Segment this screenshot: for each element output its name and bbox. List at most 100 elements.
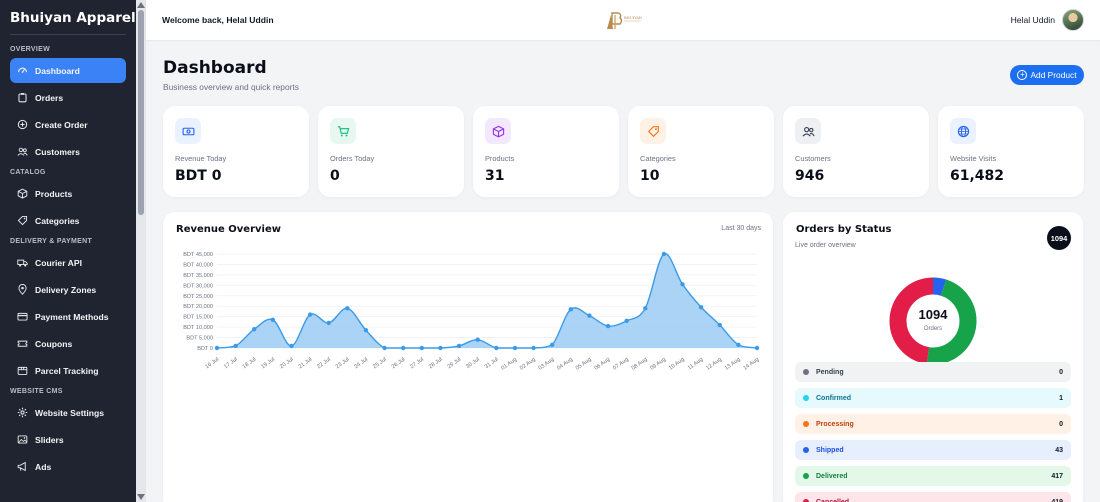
sidebar-item-products[interactable]: Products [10, 181, 126, 206]
revenue-point[interactable] [549, 342, 555, 348]
revenue-overview-panel: Revenue Overview Last 30 days BDT 0 BDT 5… [163, 212, 773, 502]
revenue-point[interactable] [363, 328, 369, 333]
revenue-point[interactable] [382, 345, 387, 351]
sidebar-item-courier-api[interactable]: Courier API [10, 250, 126, 275]
revenue-point[interactable] [698, 305, 704, 310]
orders-by-status-panel: Orders by Status Live order overview 109… [783, 212, 1083, 502]
megaphone-icon [17, 461, 28, 472]
scrollbar-thumb[interactable] [138, 10, 144, 215]
sidebar-item-website-settings[interactable]: Website Settings [10, 400, 126, 425]
stat-card-orders-today[interactable]: Orders Today 0 [318, 106, 464, 197]
avatar[interactable] [1062, 9, 1084, 31]
sidebar-item-dashboard[interactable]: Dashboard [10, 58, 126, 83]
revenue-point[interactable] [214, 345, 220, 351]
stat-card-customers[interactable]: Customers 946 [783, 106, 929, 197]
revenue-point[interactable] [661, 251, 667, 257]
status-row-delivered[interactable]: Delivered 417 [795, 466, 1071, 486]
y-tick-label: BDT 45,000 [183, 252, 213, 258]
revenue-point[interactable] [717, 322, 722, 328]
stat-card-categories[interactable]: Categories 10 [628, 106, 774, 197]
sidebar-section-overview: OVERVIEW [10, 46, 51, 53]
revenue-point[interactable] [624, 318, 629, 324]
stat-card-products[interactable]: Products 31 [473, 106, 619, 197]
revenue-point[interactable] [587, 313, 592, 318]
status-row-confirmed[interactable]: Confirmed 1 [795, 388, 1071, 408]
sidebar-item-label: Products [35, 188, 73, 199]
revenue-point[interactable] [754, 345, 760, 351]
sidebar-item-label: Categories [35, 215, 80, 226]
add-product-button[interactable]: + Add Product [1010, 65, 1084, 85]
revenue-point[interactable] [531, 345, 536, 351]
revenue-point[interactable] [252, 327, 257, 332]
revenue-point[interactable] [680, 282, 685, 287]
sidebar-item-payment-methods[interactable]: Payment Methods [10, 304, 126, 329]
sidebar-item-categories[interactable]: Categories [10, 208, 126, 233]
y-tick-label: BDT 25,000 [183, 294, 213, 300]
stat-value: 61,482 [950, 168, 1005, 184]
y-tick-label: BDT 10,000 [183, 325, 213, 331]
revenue-point[interactable] [643, 306, 648, 311]
revenue-point[interactable] [307, 312, 313, 317]
revenue-point[interactable] [233, 343, 238, 349]
sidebar-item-coupons[interactable]: Coupons [10, 331, 126, 356]
revenue-point[interactable] [438, 345, 443, 351]
sidebar-item-label: Courier API [35, 257, 82, 268]
sidebar-item-create-order[interactable]: Create Order [10, 112, 126, 137]
status-row-processing[interactable]: Processing 0 [795, 414, 1071, 434]
stat-label: Revenue Today [175, 154, 227, 163]
scroll-down-arrow-icon[interactable] [137, 494, 145, 500]
sidebar-item-customers[interactable]: Customers [10, 139, 126, 164]
revenue-point[interactable] [568, 307, 573, 312]
revenue-chart: BDT 0 BDT 5,000 BDT 10,000 BDT 15,000 BDT 20… [183, 251, 760, 372]
brand-name[interactable]: Bhuiyan Apparels [10, 10, 136, 26]
revenue-point[interactable] [605, 323, 611, 329]
revenue-point[interactable] [345, 306, 350, 311]
revenue-point[interactable] [326, 320, 331, 326]
x-tick-label: 14 Aug [742, 357, 760, 372]
revenue-point[interactable] [456, 343, 462, 349]
sidebar-item-label: Orders [35, 92, 64, 103]
sidebar-item-sliders[interactable]: Sliders [10, 427, 126, 452]
status-row-pending[interactable]: Pending 0 [795, 362, 1071, 382]
sidebar-nav: OVERVIEW Dashboard Orders Create Order C… [0, 43, 136, 479]
gauge-icon [17, 65, 28, 76]
x-tick-label: 09 Aug [649, 357, 667, 372]
sidebar-item-orders[interactable]: Orders [10, 85, 126, 110]
donut-slice-delivered[interactable] [889, 277, 977, 365]
revenue-point[interactable] [289, 343, 294, 349]
sidebar-scrollbar[interactable] [136, 0, 146, 502]
status-name: Pending [816, 368, 844, 376]
revenue-point[interactable] [736, 342, 741, 348]
status-row-shipped[interactable]: Shipped 43 [795, 440, 1071, 460]
status-row-cancelled[interactable]: Cancelled 419 [795, 492, 1071, 502]
revenue-point[interactable] [494, 345, 499, 351]
stat-label: Website Visits [950, 154, 997, 163]
scroll-up-arrow-icon[interactable] [137, 2, 145, 8]
y-tick-label: BDT 30,000 [183, 283, 213, 289]
sidebar-item-label: Dashboard [35, 65, 80, 76]
revenue-point[interactable] [401, 345, 406, 351]
revenue-point[interactable] [475, 337, 480, 342]
revenue-point[interactable] [270, 317, 276, 322]
sidebar-item-delivery-zones[interactable]: Delivery Zones [10, 277, 126, 302]
brand-logo-icon[interactable]: BHUIYAN [603, 9, 647, 31]
revenue-point[interactable] [512, 345, 518, 351]
status-dot [803, 395, 809, 401]
sidebar: Bhuiyan Apparels OVERVIEW Dashboard Orde… [0, 0, 136, 502]
stat-value: 946 [795, 168, 825, 184]
status-name: Processing [816, 420, 854, 428]
user-name[interactable]: Helal Uddin [1010, 15, 1055, 25]
users-icon [17, 146, 28, 157]
stat-value: 10 [640, 168, 660, 184]
sidebar-item-ads[interactable]: Ads [10, 454, 126, 479]
revenue-range[interactable]: Last 30 days [721, 225, 761, 232]
donut-slice-cancelled[interactable] [889, 277, 977, 365]
x-tick-label: 16 Jul [204, 357, 220, 370]
stat-card-website-visits[interactable]: Website Visits 61,482 [938, 106, 1084, 197]
box-icon [17, 188, 28, 199]
stat-card-revenue-today[interactable]: Revenue Today BDT 0 [163, 106, 309, 197]
sidebar-item-parcel-tracking[interactable]: Parcel Tracking [10, 358, 126, 383]
revenue-point[interactable] [419, 345, 425, 351]
tag-icon [17, 215, 28, 226]
sidebar-item-label: Coupons [35, 338, 73, 349]
